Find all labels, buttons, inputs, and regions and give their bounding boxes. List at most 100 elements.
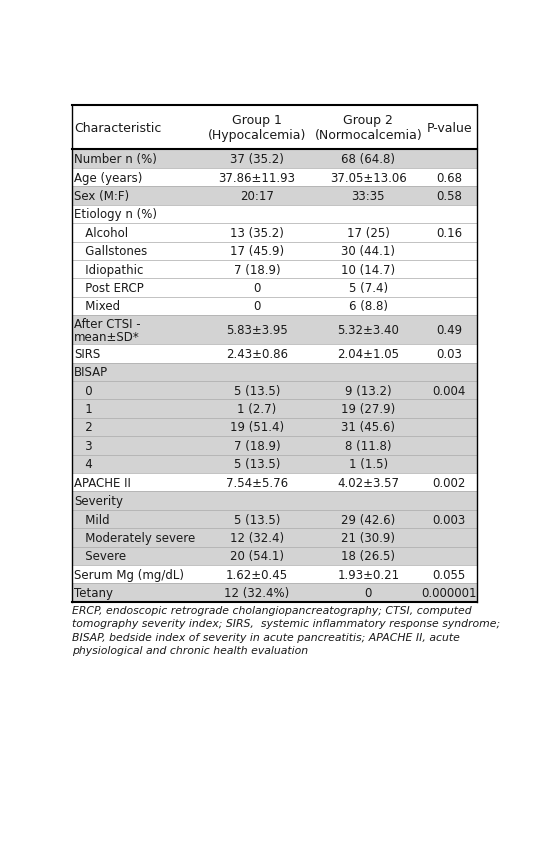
Text: Group 2
(Normocalcemia): Group 2 (Normocalcemia) (315, 114, 422, 142)
Text: 10 (14.7): 10 (14.7) (341, 264, 395, 276)
Text: 12 (32.4): 12 (32.4) (230, 531, 284, 544)
Text: APACHE II: APACHE II (74, 476, 131, 489)
Bar (72, 316, 477, 345)
Text: 1 (2.7): 1 (2.7) (238, 403, 277, 415)
Bar (72, 363, 477, 381)
Bar (72, 529, 477, 547)
Text: Etiology n (%): Etiology n (%) (74, 208, 157, 221)
Text: 6 (8.8): 6 (8.8) (349, 300, 388, 313)
Text: 1 (1.5): 1 (1.5) (349, 458, 388, 471)
Text: Severe: Severe (74, 549, 126, 563)
Text: 12 (32.4%): 12 (32.4%) (224, 587, 289, 600)
Text: 0.055: 0.055 (433, 568, 466, 581)
Text: 1.62±0.45: 1.62±0.45 (226, 568, 288, 581)
Text: 5 (7.4): 5 (7.4) (349, 281, 388, 295)
Bar (72, 242, 477, 261)
Bar (72, 261, 477, 279)
Text: 0: 0 (364, 587, 372, 600)
Text: Alcohol: Alcohol (74, 227, 128, 240)
Text: 7 (18.9): 7 (18.9) (234, 439, 280, 452)
Text: 13 (35.2): 13 (35.2) (230, 227, 284, 240)
Text: 1.93±0.21: 1.93±0.21 (337, 568, 399, 581)
Text: Group 1
(Hypocalcemia): Group 1 (Hypocalcemia) (208, 114, 306, 142)
Text: 0: 0 (74, 384, 93, 397)
Text: 0.03: 0.03 (436, 347, 462, 361)
Text: 31 (45.6): 31 (45.6) (341, 421, 395, 434)
Text: 19 (51.4): 19 (51.4) (230, 421, 284, 434)
Text: 17 (45.9): 17 (45.9) (230, 245, 284, 258)
Text: Serum Mg (mg/dL): Serum Mg (mg/dL) (74, 568, 184, 581)
Bar (72, 492, 477, 510)
Text: Tetany: Tetany (74, 587, 113, 600)
Bar (72, 106, 477, 150)
Text: Mild: Mild (74, 513, 110, 526)
Bar (72, 150, 477, 169)
Bar (72, 279, 477, 298)
Text: Characteristic: Characteristic (74, 121, 161, 135)
Bar (72, 583, 477, 602)
Text: ERCP, endoscopic retrograde cholangiopancreatography; CTSI, computed
tomography : ERCP, endoscopic retrograde cholangiopan… (72, 606, 500, 655)
Bar (72, 345, 477, 363)
Text: 5 (13.5): 5 (13.5) (234, 513, 280, 526)
Text: Mixed: Mixed (74, 300, 120, 313)
Text: 33:35: 33:35 (351, 189, 385, 203)
Text: SIRS: SIRS (74, 347, 100, 361)
Text: Post ERCP: Post ERCP (74, 281, 144, 295)
Bar (72, 169, 477, 187)
Text: 30 (44.1): 30 (44.1) (341, 245, 395, 258)
Text: 5.83±3.95: 5.83±3.95 (226, 324, 288, 337)
Text: mean±SD*: mean±SD* (74, 330, 140, 343)
Text: 18 (26.5): 18 (26.5) (341, 549, 395, 563)
Text: 19 (27.9): 19 (27.9) (341, 403, 395, 415)
Bar (72, 510, 477, 529)
Text: 0.002: 0.002 (432, 476, 466, 489)
Bar (72, 223, 477, 242)
Text: 7 (18.9): 7 (18.9) (234, 264, 280, 276)
Text: 3: 3 (74, 439, 93, 452)
Text: BISAP: BISAP (74, 366, 108, 379)
Text: 20:17: 20:17 (240, 189, 274, 203)
Bar (72, 437, 477, 455)
Text: 0.000001: 0.000001 (422, 587, 477, 600)
Text: 8 (11.8): 8 (11.8) (345, 439, 392, 452)
Bar (72, 418, 477, 437)
Text: 4.02±3.57: 4.02±3.57 (337, 476, 399, 489)
Text: P-value: P-value (426, 121, 472, 135)
Bar (72, 400, 477, 418)
Text: 1: 1 (74, 403, 93, 415)
Text: 37 (35.2): 37 (35.2) (230, 153, 284, 166)
Text: 37.86±11.93: 37.86±11.93 (218, 171, 295, 184)
Text: 5 (13.5): 5 (13.5) (234, 384, 280, 397)
Text: After CTSI -: After CTSI - (74, 318, 141, 331)
Text: 37.05±13.06: 37.05±13.06 (330, 171, 407, 184)
Text: 0: 0 (253, 300, 261, 313)
Text: 68 (64.8): 68 (64.8) (341, 153, 395, 166)
Text: 5 (13.5): 5 (13.5) (234, 458, 280, 471)
Text: Severity: Severity (74, 495, 123, 508)
Bar (72, 381, 477, 400)
Text: 2.43±0.86: 2.43±0.86 (226, 347, 288, 361)
Text: Gallstones: Gallstones (74, 245, 147, 258)
Bar (72, 547, 477, 566)
Text: 0.16: 0.16 (436, 227, 462, 240)
Text: 0.68: 0.68 (436, 171, 462, 184)
Text: 0.58: 0.58 (436, 189, 462, 203)
Text: Age (years): Age (years) (74, 171, 142, 184)
Bar (72, 298, 477, 316)
Text: Idiopathic: Idiopathic (74, 264, 143, 276)
Text: 20 (54.1): 20 (54.1) (230, 549, 284, 563)
Text: 0.004: 0.004 (432, 384, 466, 397)
Bar (72, 473, 477, 492)
Text: 4: 4 (74, 458, 93, 471)
Text: 7.54±5.76: 7.54±5.76 (226, 476, 288, 489)
Bar (72, 206, 477, 223)
Text: 2.04±1.05: 2.04±1.05 (337, 347, 399, 361)
Bar (72, 187, 477, 206)
Text: 0: 0 (253, 281, 261, 295)
Bar (72, 455, 477, 473)
Text: 5.32±3.40: 5.32±3.40 (338, 324, 399, 337)
Text: 0.49: 0.49 (436, 324, 462, 337)
Text: 0.003: 0.003 (433, 513, 466, 526)
Text: 21 (30.9): 21 (30.9) (341, 531, 395, 544)
Text: 17 (25): 17 (25) (347, 227, 389, 240)
